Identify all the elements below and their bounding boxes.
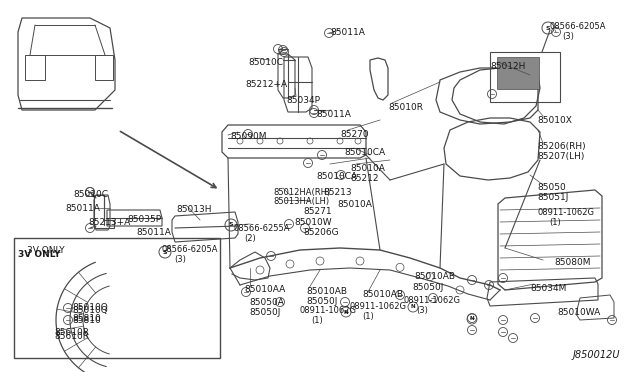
Text: 85270: 85270 (340, 130, 369, 139)
Text: 85011A: 85011A (330, 28, 365, 37)
Text: 08911-1062G: 08911-1062G (350, 302, 407, 311)
Text: 85010Q: 85010Q (72, 306, 108, 315)
Text: (2): (2) (244, 234, 256, 243)
Text: 85013H: 85013H (176, 205, 211, 214)
Text: 85012H: 85012H (490, 62, 525, 71)
Text: 85810: 85810 (72, 316, 100, 325)
Text: 85010X: 85010X (537, 116, 572, 125)
Text: 85010R: 85010R (388, 103, 423, 112)
Text: 85010CA: 85010CA (316, 172, 357, 181)
Bar (490, 52, 560, 102)
Text: 85050A: 85050A (249, 298, 284, 307)
Text: 85050: 85050 (537, 183, 566, 192)
Text: S: S (163, 250, 167, 254)
Text: (1): (1) (549, 218, 561, 227)
Text: 85011A: 85011A (136, 228, 171, 237)
Text: 85010C: 85010C (73, 190, 108, 199)
Text: 85207(LH): 85207(LH) (537, 152, 584, 161)
Text: 85050J: 85050J (412, 283, 444, 292)
Text: 08566-6255A: 08566-6255A (234, 224, 291, 233)
Text: 85010A: 85010A (337, 200, 372, 209)
Text: 85010C: 85010C (248, 58, 283, 67)
Text: 85010AB: 85010AB (414, 272, 455, 281)
Text: 85050J: 85050J (306, 297, 337, 306)
Text: 85271: 85271 (303, 207, 332, 216)
Text: 85080M: 85080M (554, 258, 591, 267)
Text: 08911-1062G: 08911-1062G (299, 306, 356, 315)
Text: 08911-1062G: 08911-1062G (404, 296, 461, 305)
Text: 85010Q: 85010Q (72, 303, 108, 312)
Text: 85034M: 85034M (530, 284, 566, 293)
Text: 85212+A: 85212+A (245, 80, 287, 89)
Text: 85610R: 85610R (54, 328, 89, 337)
Text: 85051J: 85051J (537, 193, 568, 202)
Text: 08566-6205A: 08566-6205A (162, 245, 218, 254)
Text: 85610R: 85610R (54, 332, 89, 341)
Text: 85013HA(LH): 85013HA(LH) (273, 197, 329, 206)
Text: 85010AB: 85010AB (306, 287, 347, 296)
Text: N: N (470, 317, 474, 321)
Text: 85010W: 85010W (294, 218, 332, 227)
Text: 85012HA(RH): 85012HA(RH) (273, 188, 330, 197)
Text: N: N (411, 305, 415, 310)
Text: S: S (228, 222, 234, 228)
Text: N: N (344, 310, 348, 314)
Text: 85206G: 85206G (303, 228, 339, 237)
Text: 85213: 85213 (323, 188, 351, 197)
Text: J850012U: J850012U (573, 350, 620, 360)
Text: 85206(RH): 85206(RH) (537, 142, 586, 151)
Text: 85034P: 85034P (286, 96, 320, 105)
Text: S: S (546, 26, 550, 31)
Text: 85035P: 85035P (127, 215, 161, 224)
Text: 3V ONLY: 3V ONLY (18, 250, 61, 259)
Text: (3): (3) (174, 255, 186, 264)
Text: 85010WA: 85010WA (557, 308, 600, 317)
Text: 08911-1062G: 08911-1062G (537, 208, 594, 217)
Text: (3): (3) (416, 306, 428, 315)
Text: (1): (1) (311, 316, 323, 325)
Text: 85010AB: 85010AB (362, 290, 403, 299)
Text: 85213+A: 85213+A (88, 218, 131, 227)
Bar (25, 55, 45, 80)
Text: 85050J: 85050J (249, 308, 280, 317)
Text: 85810: 85810 (72, 314, 100, 323)
Text: 85010AA: 85010AA (244, 285, 285, 294)
Text: 85090M: 85090M (230, 132, 266, 141)
Text: 08566-6205A: 08566-6205A (549, 22, 605, 31)
Text: (3): (3) (562, 32, 574, 41)
Text: 85010A: 85010A (350, 164, 385, 173)
Bar (14, 238, 220, 358)
Bar (497, 57, 539, 89)
Text: (1): (1) (362, 312, 374, 321)
Text: 85011A: 85011A (316, 110, 351, 119)
Text: 85010CA: 85010CA (344, 148, 385, 157)
Bar (95, 55, 113, 80)
Text: 85011A: 85011A (65, 204, 100, 213)
Text: 85212: 85212 (350, 174, 378, 183)
Text: 3V ONLY: 3V ONLY (27, 246, 65, 255)
